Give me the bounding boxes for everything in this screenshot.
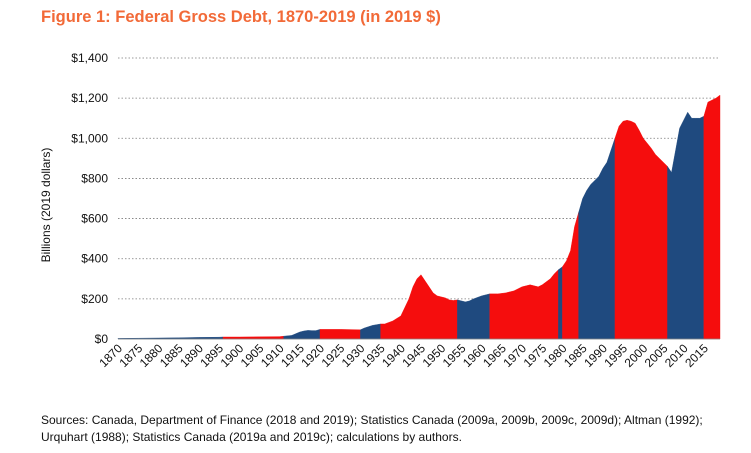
debt-area-segment — [457, 293, 490, 340]
x-tick-label: 2015 — [682, 341, 711, 370]
debt-area-segment — [562, 212, 579, 340]
chart-title: Figure 1: Federal Gross Debt, 1870-2019 … — [41, 8, 441, 26]
y-tick-label: $1,400 — [71, 51, 108, 65]
debt-area-segment — [360, 323, 381, 340]
debt-area-segment — [578, 138, 616, 340]
y-axis-label: Billions (2019 dollars) — [39, 148, 53, 263]
y-tick-label: $0 — [95, 332, 109, 346]
x-axis-ticks: 1870187518801885189018951900190519101915… — [96, 341, 711, 370]
y-tick-label: $600 — [81, 212, 108, 226]
debt-area-segment — [283, 329, 321, 340]
y-tick-label: $800 — [81, 171, 108, 185]
source-note: Sources: Canada, Department of Finance (… — [41, 413, 703, 444]
debt-area-segment — [558, 266, 563, 340]
debt-area-segment — [667, 111, 705, 340]
debt-area — [117, 94, 721, 340]
federal-debt-chart: $0 $200 $400 $600 $800 $1,000 $1,200 $1,400 187… — [39, 51, 721, 370]
debt-area-segment — [703, 94, 721, 340]
debt-area-segment — [380, 274, 458, 340]
debt-area-segment — [319, 329, 361, 340]
debt-area-segment — [614, 120, 668, 340]
y-tick-label: $200 — [81, 292, 108, 306]
y-tick-label: $1,000 — [71, 131, 108, 145]
y-axis-ticks: $0 $200 $400 $600 $800 $1,000 $1,200 $1,400 — [71, 51, 108, 346]
y-tick-label: $400 — [81, 252, 108, 266]
debt-area-segment — [489, 269, 559, 340]
debt-area-segment — [222, 335, 284, 340]
y-tick-label: $1,200 — [71, 91, 108, 105]
